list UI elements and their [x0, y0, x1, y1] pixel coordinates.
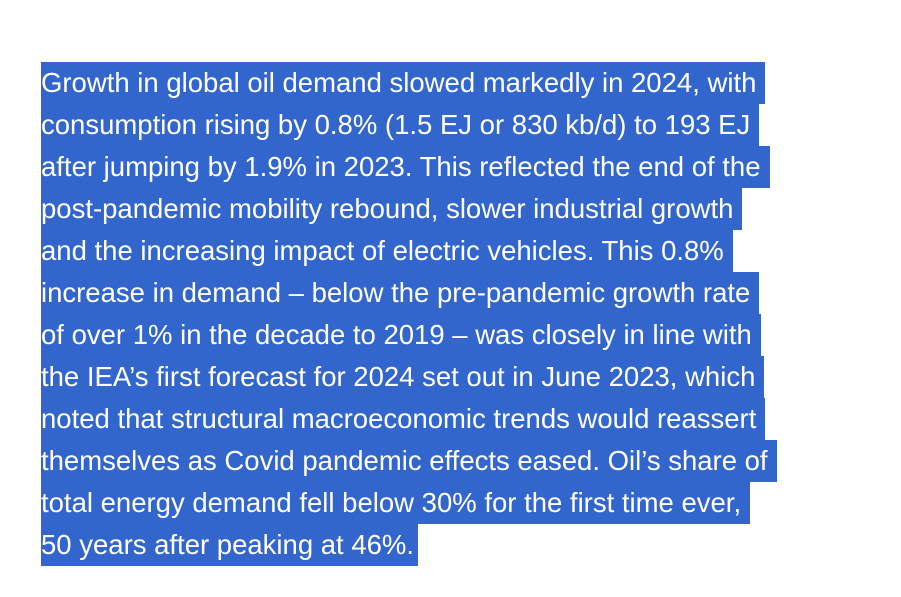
selected-paragraph[interactable]: Growth in global oil demand slowed marke…	[41, 62, 881, 566]
paragraph-line-text[interactable]: of over 1% in the decade to 2019 – was c…	[41, 314, 761, 356]
paragraph-line: of over 1% in the decade to 2019 – was c…	[41, 314, 881, 356]
paragraph-line: after jumping by 1.9% in 2023. This refl…	[41, 146, 881, 188]
paragraph-line-text[interactable]: after jumping by 1.9% in 2023. This refl…	[41, 146, 770, 188]
paragraph-line-text[interactable]: noted that structural macroeconomic tren…	[41, 398, 766, 440]
paragraph-line-text[interactable]: and the increasing impact of electric ve…	[41, 230, 733, 272]
paragraph-line-text[interactable]: increase in demand – below the pre-pande…	[41, 272, 760, 314]
paragraph-line: post-pandemic mobility rebound, slower i…	[41, 188, 881, 230]
paragraph-line: noted that structural macroeconomic tren…	[41, 398, 881, 440]
paragraph-line: themselves as Covid pandemic effects eas…	[41, 440, 881, 482]
paragraph-line-text[interactable]: consumption rising by 0.8% (1.5 EJ or 83…	[41, 104, 760, 146]
paragraph-line-text[interactable]: 50 years after peaking at 46%.	[41, 524, 419, 566]
paragraph-line-text[interactable]: total energy demand fell below 30% for t…	[41, 482, 751, 524]
paragraph-line-text[interactable]: Growth in global oil demand slowed marke…	[41, 62, 766, 104]
paragraph-line-text[interactable]: post-pandemic mobility rebound, slower i…	[41, 188, 743, 230]
paragraph-line: and the increasing impact of electric ve…	[41, 230, 881, 272]
paragraph-line-text[interactable]: themselves as Covid pandemic effects eas…	[41, 440, 777, 482]
paragraph-line: 50 years after peaking at 46%.	[41, 524, 881, 566]
paragraph-line: increase in demand – below the pre-pande…	[41, 272, 881, 314]
paragraph-line-text[interactable]: the IEA’s first forecast for 2024 set ou…	[41, 356, 765, 398]
paragraph-line: total energy demand fell below 30% for t…	[41, 482, 881, 524]
paragraph-line: Growth in global oil demand slowed marke…	[41, 62, 881, 104]
paragraph-line: consumption rising by 0.8% (1.5 EJ or 83…	[41, 104, 881, 146]
paragraph-line: the IEA’s first forecast for 2024 set ou…	[41, 356, 881, 398]
